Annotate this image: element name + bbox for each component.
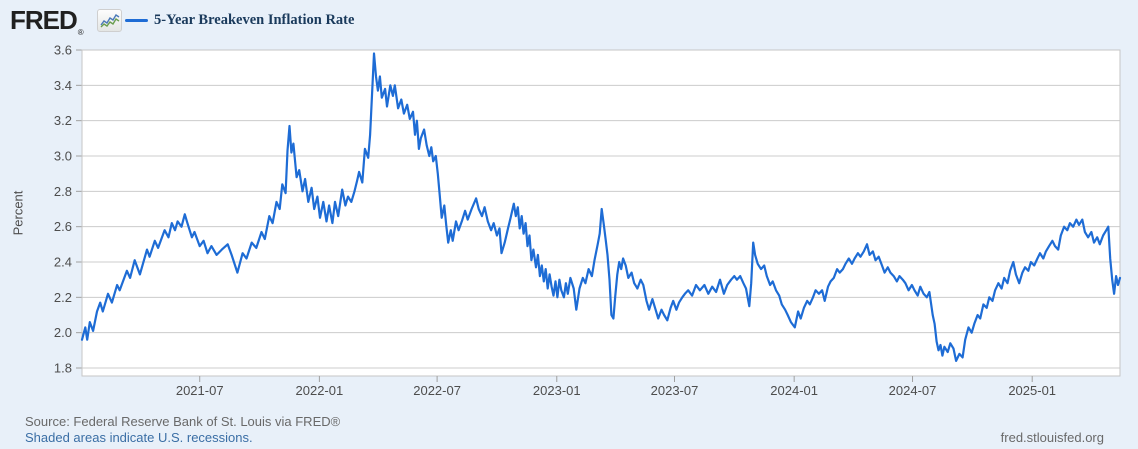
y-tick-label: 3.6	[54, 43, 72, 58]
x-tick-label: 2023-01	[533, 383, 581, 398]
y-tick-label: 2.4	[54, 255, 72, 270]
sparkline-icon	[97, 9, 122, 32]
x-tick-label: 2023-07	[651, 383, 699, 398]
fred-logo-text: FRED	[10, 5, 78, 35]
x-tick-label: 2024-07	[889, 383, 937, 398]
x-tick-label: 2024-01	[770, 383, 818, 398]
recessions-note-link[interactable]: Shaded areas indicate U.S. recessions.	[25, 430, 253, 445]
plot-border	[81, 49, 1121, 377]
registered-mark: ®	[77, 28, 84, 37]
chart-legend: 5-Year Breakeven Inflation Rate	[125, 12, 354, 29]
data-line[interactable]	[80, 52, 1122, 362]
fred-logo[interactable]: FRED®	[10, 5, 84, 37]
fred-url-link[interactable]: fred.stlouisfed.org	[1000, 430, 1104, 445]
x-tick-label: 2025-01	[1008, 383, 1056, 398]
y-axis-title: Percent	[10, 190, 26, 236]
y-tick-label: 2.8	[54, 184, 72, 199]
y-tick-label: 3.2	[54, 113, 72, 128]
y-tick-label: 3.0	[54, 149, 72, 164]
y-tick-label: 2.6	[54, 219, 72, 234]
chart-header: FRED® 5-Year Breakeven Inflation Rate	[0, 0, 1138, 40]
y-tick-label: 2.0	[54, 325, 72, 340]
y-tick-label: 2.2	[54, 290, 72, 305]
legend-series-label[interactable]: 5-Year Breakeven Inflation Rate	[154, 12, 355, 28]
legend-line-swatch	[125, 19, 148, 22]
x-tick-label: 2022-01	[296, 383, 344, 398]
x-tick-label: 2022-07	[413, 383, 461, 398]
source-text: Source: Federal Reserve Bank of St. Loui…	[25, 414, 341, 429]
y-tick-label: 1.8	[54, 361, 72, 376]
y-tick-label: 3.4	[54, 78, 72, 93]
x-tick-label: 2021-07	[176, 383, 224, 398]
